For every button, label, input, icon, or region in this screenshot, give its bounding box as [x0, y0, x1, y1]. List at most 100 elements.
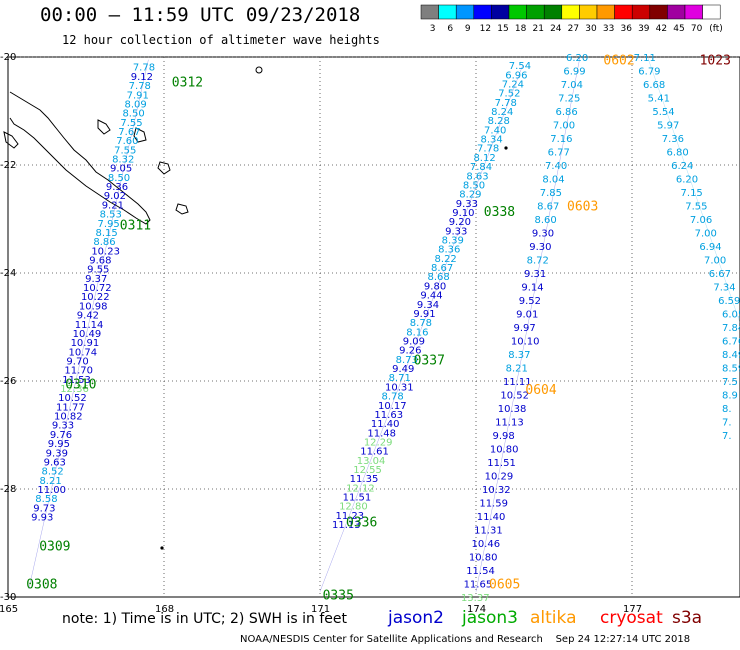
wave-height-label: 11.63 [374, 410, 403, 421]
wave-height-label: 9.26 [399, 346, 421, 357]
wave-height-label: 7.24 [502, 79, 524, 90]
wave-height-label: 11.65 [464, 580, 493, 591]
wave-height-label: 9.93 [31, 513, 53, 524]
pass-time-label: 0602 [603, 54, 634, 69]
lon-label: 168 [155, 604, 174, 615]
wave-height-label: 8.78 [410, 318, 432, 329]
colorbar-tick-label: 70 [691, 24, 703, 34]
map-subtitle: 12 hour collection of altimeter wave hei… [62, 33, 380, 47]
map-title: 00:00 – 11:59 UTC 09/23/2018 [40, 4, 361, 26]
colorbar-tick-label: 15 [497, 24, 508, 34]
wave-height-label: 9.36 [106, 182, 128, 193]
pass-time-label: 0335 [323, 588, 354, 603]
wave-height-label: 10.74 [68, 347, 97, 358]
wave-height-label: 13.37 [461, 593, 490, 604]
wave-height-label: 7.55 [114, 145, 136, 156]
wave-height-label: 6.20 [676, 175, 698, 186]
wave-height-label: 6.77 [548, 148, 570, 159]
wave-height-label: 10.23 [91, 246, 120, 257]
wave-height-label: 9.14 [521, 283, 543, 294]
wave-height-label: 12.55 [353, 465, 382, 476]
wave-height-label: 10.29 [485, 472, 514, 483]
wave-height-label: 9.70 [66, 356, 88, 367]
wave-height-label: 8.53 [100, 210, 122, 221]
wave-height-label: 11.51 [487, 458, 516, 469]
wave-height-label: 7.60 [116, 136, 138, 147]
wave-height-label: 10.31 [385, 382, 414, 393]
lat-label: -22 [0, 160, 16, 171]
wave-height-label: 6.68 [643, 80, 665, 91]
wave-height-label: 9.73 [33, 503, 55, 514]
lon-label: 165 [0, 604, 18, 615]
wave-height-label: 9.49 [392, 364, 414, 375]
wave-height-label: 9.12 [131, 72, 153, 83]
wave-height-label: 8.60 [534, 215, 556, 226]
wave-height-label: 10.98 [79, 301, 108, 312]
colorbar-tick-label: 24 [550, 24, 562, 34]
wave-height-label: 11.48 [367, 428, 396, 439]
wave-height-label: 10.10 [511, 337, 540, 348]
wave-height-label: 8.9 [722, 391, 738, 402]
colorbar-swatch [614, 4, 633, 20]
wave-height-label: 8.24 [491, 107, 513, 118]
wave-height-label: 9.55 [87, 265, 109, 276]
wave-height-label: 7.91 [127, 90, 149, 101]
pass-time-label: 0310 [65, 378, 96, 393]
wave-height-label: 9.30 [532, 229, 554, 240]
wave-height-label: 7.78 [495, 98, 517, 109]
island-coastline [3, 131, 19, 149]
wave-height-label: 11.40 [371, 419, 400, 430]
wave-height-label: 12.29 [364, 437, 393, 448]
wave-height-label: 9.39 [46, 448, 68, 459]
wave-height-label: 7. [722, 431, 732, 442]
wave-height-label: 9.68 [89, 256, 111, 267]
colorbar-swatch [561, 4, 580, 20]
pass-time-label: 0311 [120, 218, 151, 233]
wave-height-label: 7.06 [690, 215, 712, 226]
wave-height-label: 6.99 [563, 67, 585, 78]
wave-height-label: 11.14 [75, 320, 104, 331]
wave-height-label: 9.63 [44, 457, 66, 468]
wave-height-label: 9.34 [417, 300, 439, 311]
wave-height-label: 9.01 [516, 310, 538, 321]
map-frame [7, 56, 740, 598]
wave-height-label: 6.96 [505, 70, 527, 81]
wave-height-label: 8.72 [527, 256, 549, 267]
wave-height-label: 9.10 [452, 208, 474, 219]
legend-altika: altika [530, 608, 577, 628]
pass-time-label: 0336 [346, 515, 377, 530]
wave-height-label: 11.54 [466, 566, 495, 577]
legend-jason2: jason2 [388, 608, 444, 628]
pass-time-label: 0605 [489, 578, 520, 593]
wave-height-label: 10.52 [58, 393, 87, 404]
wave-height-label: 8.15 [95, 228, 117, 239]
wave-height-label: 9.98 [492, 431, 514, 442]
colorbar-tick-label: 3 [430, 24, 436, 34]
colorbar-swatch [702, 4, 721, 20]
wave-height-label: 8.52 [42, 467, 64, 478]
colorbar-swatch [667, 4, 686, 20]
wave-height-label: 9.05 [110, 164, 132, 175]
wave-height-label: 9.91 [413, 309, 435, 320]
wave-height-label: 9.30 [529, 242, 551, 253]
wave-height-label: 10.52 [500, 391, 529, 402]
wave-height-label: 9.33 [445, 226, 467, 237]
legend-cryosat: cryosat [600, 608, 663, 628]
wave-height-label: 7.85 [540, 188, 562, 199]
wave-height-label: 6.76 [722, 337, 740, 348]
pass-time-label: 0604 [525, 383, 556, 398]
wave-height-label: 8.29 [459, 190, 481, 201]
wave-height-label: 5.54 [652, 107, 674, 118]
colorbar-tick-label: 18 [515, 24, 527, 34]
wave-height-label: 7.52 [498, 89, 520, 100]
wave-height-label: 8.86 [93, 237, 115, 248]
wave-height-label: 10.91 [71, 338, 100, 349]
wave-height-label: 6.24 [671, 161, 693, 172]
pass-time-label: 1023 [700, 54, 731, 69]
colorbar-swatch [684, 4, 703, 20]
wave-height-label: 11.70 [64, 366, 93, 377]
wave-height-label: 8.21 [506, 364, 528, 375]
wave-height-label: 7.84 [470, 162, 492, 173]
wave-height-label: 9.80 [424, 281, 446, 292]
wave-height-label: 9.20 [449, 217, 471, 228]
